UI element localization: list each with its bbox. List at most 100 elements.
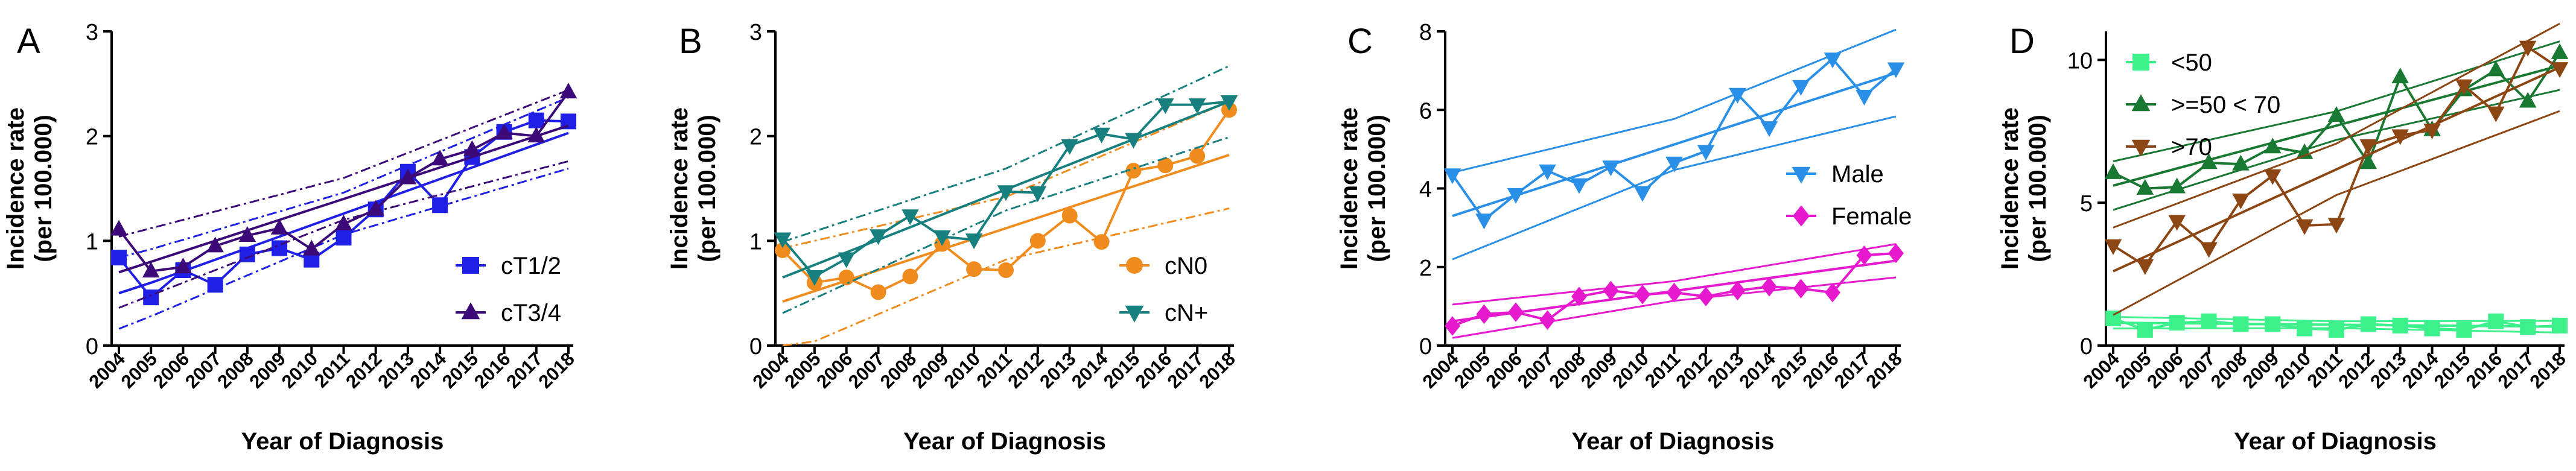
x-tick-label-a-2012: 2012: [342, 348, 386, 393]
data-point-50-70-2008: [2232, 154, 2250, 171]
x-tick-label-d-2009: 2009: [2239, 348, 2283, 393]
band-upper-ct3-4: [118, 89, 569, 238]
data-point-50-2009: [2265, 316, 2281, 332]
x-tick-label-c-2010: 2010: [1608, 348, 1653, 393]
data-point-50-70-2017: [2519, 92, 2537, 108]
band-upper-male: [1452, 28, 1897, 174]
legend-label-cn: cN+: [1165, 300, 1208, 326]
series-a-ct1-2: [111, 96, 576, 330]
data-point-male-2011: [1665, 156, 1683, 172]
x-tick-label-c-2013: 2013: [1703, 348, 1748, 393]
data-point-ct3-4-2016: [495, 123, 513, 139]
data-point-cn-2018: [1220, 95, 1238, 111]
data-point-female-2014: [1761, 277, 1777, 297]
band-lower-50-70: [2113, 89, 2560, 211]
legend-marker: [462, 257, 479, 274]
series-d-50: [2105, 311, 2568, 338]
data-point-male-2018: [1887, 62, 1905, 78]
data-point-70-2017: [2519, 40, 2537, 57]
data-point-ct3-4-2014: [431, 150, 449, 166]
data-point-50-70-2007: [2200, 153, 2218, 169]
data-point-50-70-2005: [2136, 179, 2154, 195]
data-point-cn-2017: [1188, 98, 1206, 115]
data-point-ct3-4-2009: [270, 218, 288, 235]
data-point-ct3-4-2017: [527, 127, 545, 143]
data-point-50-70-2013: [2391, 68, 2409, 84]
data-point-ct3-4-2012: [367, 200, 385, 216]
data-point-50-2014: [2424, 320, 2440, 337]
data-point-male-2008: [1570, 178, 1588, 194]
data-point-50-2007: [2201, 313, 2217, 329]
data-point-male-2014: [1760, 121, 1778, 138]
data-point-female-2004: [1445, 316, 1460, 336]
data-point-cn0-2015: [1125, 162, 1142, 179]
data-point-50-70-2004: [2104, 163, 2122, 179]
data-point-ct1-2-2014: [432, 197, 448, 213]
data-point-ct1-2-2011: [336, 230, 352, 246]
x-tick-label-d-2016: 2016: [2462, 348, 2507, 393]
data-point-ct1-2-2017: [528, 112, 544, 128]
data-point-female-2010: [1635, 285, 1650, 305]
data-point-cn0-2010: [966, 261, 982, 277]
legend-item-b-cn: cN+: [1119, 300, 1208, 326]
x-tick-label-a-2008: 2008: [213, 348, 258, 393]
x-tick-label-d-2005: 2005: [2111, 348, 2155, 393]
y-tick-label-a-0: 0: [86, 334, 98, 359]
data-point-ct3-4-2006: [174, 258, 192, 274]
data-point-cn0-2006: [838, 270, 854, 286]
x-tick-label-a-2007: 2007: [181, 348, 226, 393]
legend-marker: [1126, 257, 1143, 274]
y-axis-title-a: Incidence rate(per 100.000): [2, 107, 57, 270]
series-c-male: [1443, 28, 1905, 261]
x-tick-label-a-2015: 2015: [438, 348, 483, 393]
panel-letter-c: C: [1347, 22, 1373, 61]
x-tick-label-a-2018: 2018: [534, 348, 579, 393]
legend-marker: [461, 302, 480, 320]
y-tick-label-d-5: 5: [2080, 191, 2093, 217]
data-point-male-2010: [1633, 186, 1652, 202]
x-tick-label-b-2013: 2013: [1035, 348, 1080, 393]
x-axis-title-a: Year of Diagnosis: [241, 428, 444, 455]
y-axis-title-d: Incidence rate(per 100.000): [1997, 107, 2051, 270]
data-point-50-70-2011: [2327, 106, 2345, 122]
data-point-50-2010: [2297, 320, 2313, 337]
data-point-female-2011: [1666, 282, 1682, 303]
data-point-male-2004: [1443, 168, 1461, 185]
x-tick-label-c-2014: 2014: [1735, 348, 1779, 393]
y-tick-label-a-1: 1: [86, 229, 98, 254]
legend-item-a-ct1-2: cT1/2: [456, 253, 561, 279]
x-tick-label-a-2016: 2016: [470, 348, 515, 393]
data-point-50-2011: [2329, 321, 2344, 338]
data-point-50-70-2009: [2263, 138, 2282, 154]
x-tick-label-c-2007: 2007: [1513, 348, 1558, 393]
y-tick-label-a-3: 3: [86, 20, 98, 45]
data-point-50-70-2010: [2295, 143, 2314, 159]
data-point-cn-2011: [997, 185, 1015, 201]
x-tick-label-c-2016: 2016: [1798, 348, 1843, 393]
x-tick-label-c-2005: 2005: [1450, 348, 1495, 393]
data-point-female-2018: [1888, 243, 1904, 264]
x-tick-label-d-2006: 2006: [2143, 348, 2187, 393]
data-point-cn0-2017: [1189, 148, 1206, 164]
legend-item-b-cn0: cN0: [1119, 253, 1207, 279]
data-point-male-2012: [1697, 145, 1715, 161]
x-tick-label-a-2009: 2009: [246, 348, 290, 393]
data-point-cn-2015: [1125, 133, 1142, 149]
series-c-female: [1445, 243, 1904, 339]
legend-label-cn0: cN0: [1165, 253, 1207, 279]
x-tick-label-b-2015: 2015: [1099, 348, 1144, 393]
legend-item-d-50: <50: [2126, 49, 2212, 76]
data-point-50-2017: [2520, 319, 2536, 335]
legend-item-d-70: >70: [2126, 134, 2212, 160]
data-point-cn0-2004: [775, 242, 790, 258]
data-point-male-2013: [1729, 87, 1746, 104]
data-point-70-2015: [2455, 79, 2473, 95]
data-point-cn-2007: [870, 229, 887, 245]
data-point-50-2016: [2488, 313, 2504, 329]
data-point-50-2006: [2169, 315, 2185, 331]
data-point-ct3-4-2004: [110, 220, 128, 236]
data-point-cn0-2008: [902, 268, 918, 285]
data-point-ct1-2-2010: [304, 251, 320, 268]
data-point-male-2005: [1475, 213, 1493, 230]
panel-letter-a: A: [17, 22, 40, 61]
